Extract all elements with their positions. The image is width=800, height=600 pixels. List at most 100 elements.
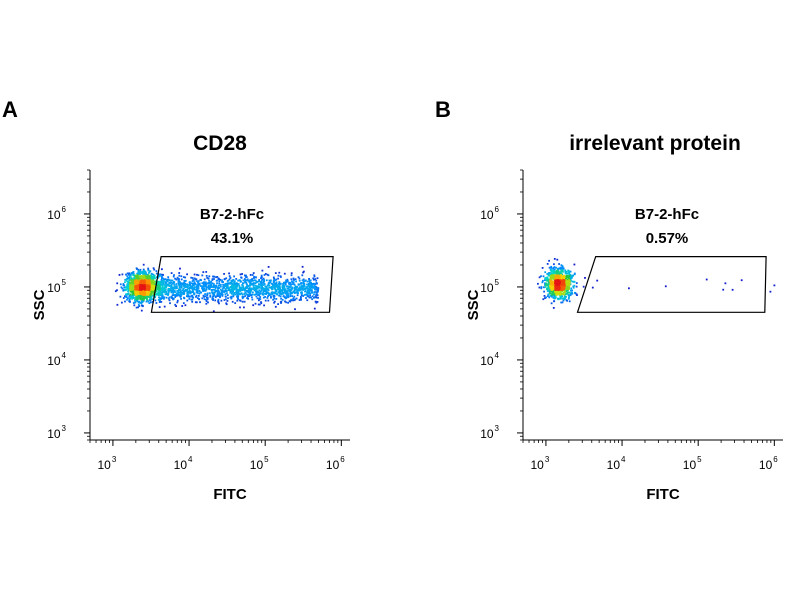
scatter-point bbox=[188, 290, 191, 293]
scatter-point bbox=[245, 279, 247, 282]
scatter-point bbox=[172, 292, 175, 294]
scatter-point bbox=[161, 268, 163, 271]
scatter-point bbox=[263, 274, 266, 276]
scatter-point bbox=[151, 276, 153, 278]
scatter-point bbox=[555, 266, 558, 269]
scatter-point bbox=[151, 298, 154, 300]
scatter-point bbox=[219, 288, 222, 291]
y-tick-label: 105 bbox=[480, 278, 499, 295]
scatter-point bbox=[175, 287, 178, 289]
scatter-point bbox=[249, 294, 252, 296]
scatter-point bbox=[168, 296, 171, 299]
scatter-point bbox=[148, 272, 150, 274]
scatter-point bbox=[126, 283, 129, 286]
scatter-point bbox=[258, 299, 260, 302]
scatter-point bbox=[550, 278, 553, 281]
scatter-point bbox=[150, 284, 153, 287]
scatter-point bbox=[140, 309, 143, 312]
scatter-point bbox=[186, 273, 188, 276]
scatter-point bbox=[116, 303, 119, 306]
scatter-point bbox=[254, 302, 257, 305]
scatter-point bbox=[139, 279, 142, 282]
scatter-point bbox=[552, 282, 555, 285]
scatter-point bbox=[148, 280, 151, 283]
scatter-point bbox=[281, 291, 284, 294]
scatter-point bbox=[236, 295, 238, 298]
scatter-point bbox=[188, 287, 191, 289]
scatter-point bbox=[558, 286, 561, 289]
scatter-point bbox=[221, 293, 224, 296]
scatter-point bbox=[267, 295, 269, 298]
scatter-point bbox=[222, 286, 224, 288]
scatter-point bbox=[300, 282, 303, 285]
scatter-point bbox=[317, 288, 319, 291]
scatter-point bbox=[147, 294, 150, 296]
scatter-point bbox=[204, 281, 207, 284]
scatter-point bbox=[538, 286, 541, 289]
scatter-point bbox=[127, 290, 129, 293]
scatter-point bbox=[209, 284, 212, 287]
scatter-point bbox=[563, 297, 565, 300]
scatter-point bbox=[136, 287, 139, 290]
scatter-point bbox=[173, 294, 176, 296]
scatter-point bbox=[125, 279, 128, 281]
scatter-point bbox=[188, 283, 191, 285]
scatter-point bbox=[240, 276, 243, 279]
scatter-point bbox=[205, 288, 208, 291]
scatter-point bbox=[561, 301, 564, 304]
scatter-point bbox=[207, 277, 210, 280]
scatter-point bbox=[563, 295, 566, 298]
scatter-point bbox=[164, 293, 167, 296]
scatter-point bbox=[149, 277, 151, 280]
scatter-point bbox=[241, 297, 244, 300]
scatter-point bbox=[221, 295, 224, 297]
scatter-point bbox=[132, 272, 135, 275]
scatter-point bbox=[176, 292, 178, 294]
scatter-point bbox=[142, 263, 145, 266]
scatter-point bbox=[553, 268, 556, 271]
scatter-point bbox=[282, 285, 284, 288]
scatter-point bbox=[293, 286, 296, 289]
scatter-point bbox=[211, 286, 214, 288]
scatter-point bbox=[255, 295, 258, 298]
scatter-point bbox=[198, 283, 201, 286]
scatter-point bbox=[175, 295, 178, 297]
scatter-point bbox=[292, 279, 295, 282]
scatter-point bbox=[157, 285, 159, 288]
scatter-point bbox=[237, 298, 240, 300]
scatter-point bbox=[159, 288, 161, 291]
scatter-point bbox=[199, 285, 202, 287]
scatter-point bbox=[305, 286, 308, 288]
scatter-point bbox=[249, 284, 252, 286]
scatter-point bbox=[212, 288, 215, 291]
scatter-point bbox=[127, 276, 130, 279]
scatter-point bbox=[197, 280, 200, 282]
scatter-point bbox=[551, 275, 553, 278]
scatter-point bbox=[132, 274, 135, 276]
scatter-point bbox=[550, 270, 553, 273]
scatter-point bbox=[279, 295, 282, 298]
scatter-point bbox=[225, 285, 228, 287]
scatter-point bbox=[173, 282, 175, 285]
scatter-point bbox=[546, 273, 549, 275]
scatter-point bbox=[273, 297, 276, 300]
scatter-point bbox=[235, 289, 238, 292]
scatter-point bbox=[145, 280, 147, 283]
scatter-point bbox=[124, 278, 127, 281]
scatter-point bbox=[316, 294, 319, 297]
scatter-point bbox=[724, 282, 727, 285]
scatter-point bbox=[124, 289, 126, 292]
scatter-point bbox=[264, 273, 267, 275]
scatter-point bbox=[277, 283, 280, 285]
scatter-point bbox=[558, 288, 561, 291]
scatter-point bbox=[287, 296, 289, 298]
scatter-point bbox=[221, 288, 224, 290]
scatter-point bbox=[149, 297, 152, 300]
scatter-point bbox=[196, 288, 199, 291]
scatter-point bbox=[542, 298, 545, 301]
scatter-point bbox=[142, 282, 145, 285]
scatter-point bbox=[560, 282, 563, 285]
scatter-point bbox=[546, 288, 549, 291]
scatter-point bbox=[569, 278, 572, 281]
scatter-point bbox=[564, 269, 567, 272]
